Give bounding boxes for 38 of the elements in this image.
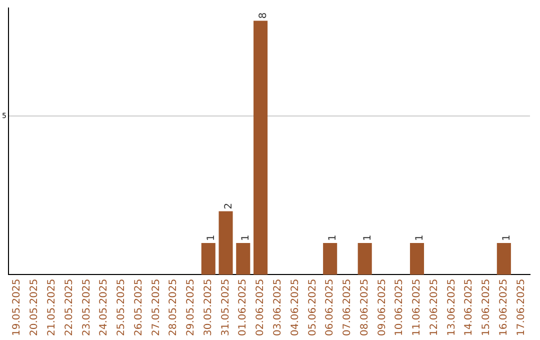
x-tick-label: 21.05.2025 [46, 278, 58, 336]
x-tick-label: 11.06.2025 [412, 278, 423, 336]
x-tick-label: 22.05.2025 [64, 278, 75, 336]
x-tick-label: 07.06.2025 [342, 278, 354, 336]
x-tick-label: 25.05.2025 [116, 278, 128, 336]
x-tick-label: 30.05.2025 [202, 278, 214, 336]
data-label: 2 [223, 202, 234, 210]
data-label: 8 [258, 12, 270, 19]
x-tick-label: 26.05.2025 [133, 278, 144, 336]
x-tick-label: 13.06.2025 [446, 278, 458, 336]
x-tick-label: 15.06.2025 [481, 278, 492, 336]
x-tick-label: 06.06.2025 [324, 278, 336, 336]
x-tick-label: 28.05.2025 [168, 278, 180, 336]
x-tick-label: 27.05.2025 [150, 278, 162, 336]
x-tick-label: 16.06.2025 [498, 278, 510, 336]
data-label: 1 [414, 234, 426, 241]
x-tick-label: 04.06.2025 [290, 278, 301, 336]
x-tick-label: 08.06.2025 [359, 278, 370, 336]
x-tick-label: 23.05.2025 [81, 278, 92, 336]
x-tick-label: 10.06.2025 [394, 278, 406, 336]
data-label: 1 [502, 234, 513, 241]
x-tick-label: 31.05.2025 [220, 278, 232, 336]
data-label: 1 [206, 234, 217, 241]
data-label: 1 [362, 234, 374, 241]
data-label: 1 [328, 234, 339, 241]
x-tick-label: 24.05.2025 [98, 278, 110, 336]
x-tick-label: 19.05.2025 [12, 278, 23, 336]
x-tick-label: 03.06.2025 [272, 278, 284, 336]
x-tick-label: 12.06.2025 [428, 278, 440, 336]
x-tick-label: 20.05.2025 [29, 278, 40, 336]
data-label: 1 [240, 234, 252, 241]
x-tick-label: 29.05.2025 [186, 278, 197, 336]
x-tick-label: 05.06.2025 [307, 278, 318, 336]
x-tick-label: 14.06.2025 [464, 278, 475, 336]
x-tick-label: 17.06.2025 [516, 278, 527, 336]
x-tick-label: 01.06.2025 [238, 278, 249, 336]
x-tick-label: 09.06.2025 [376, 278, 388, 336]
x-tick-label: 02.06.2025 [255, 278, 266, 336]
